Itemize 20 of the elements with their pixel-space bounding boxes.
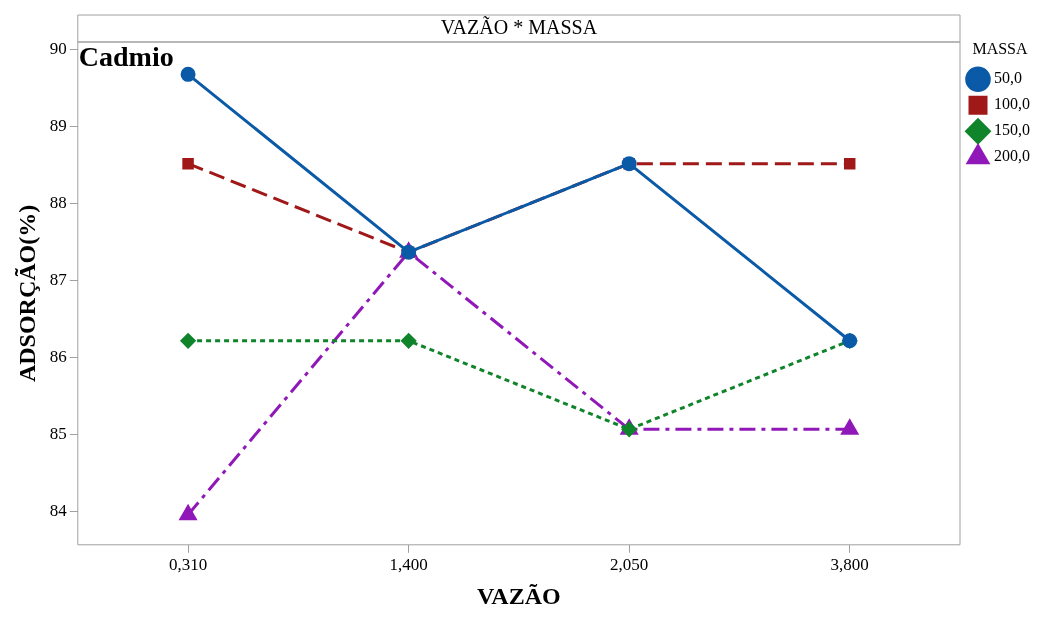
legend-label: 100,0 <box>994 95 1030 113</box>
y-axis-title: ADSORÇÃO(%) <box>13 204 40 383</box>
x-tick-label: 2,050 <box>610 555 649 575</box>
legend-label: 150,0 <box>994 121 1030 139</box>
legend-title: MASSA <box>972 40 1029 58</box>
y-tick-label: 88 <box>49 193 67 213</box>
y-tick-label: 87 <box>49 270 68 290</box>
y-tick-label: 84 <box>49 501 68 521</box>
y-tick-label: 85 <box>49 424 67 444</box>
y-tick-label: 89 <box>49 116 67 136</box>
legend-label: 50,0 <box>994 69 1022 87</box>
x-tick-label: 0,310 <box>168 555 208 575</box>
y-tick-label: 86 <box>49 347 67 367</box>
chart-title: VAZÃO * MASSA <box>440 15 598 39</box>
x-tick-label: 3,800 <box>830 555 869 575</box>
x-axis-title: VAZÃO <box>477 582 561 609</box>
x-tick-label: 1,400 <box>389 555 428 575</box>
annotation: Cadmio <box>78 41 174 73</box>
y-tick-label: 90 <box>49 39 67 59</box>
legend-label: 200,0 <box>994 147 1030 165</box>
